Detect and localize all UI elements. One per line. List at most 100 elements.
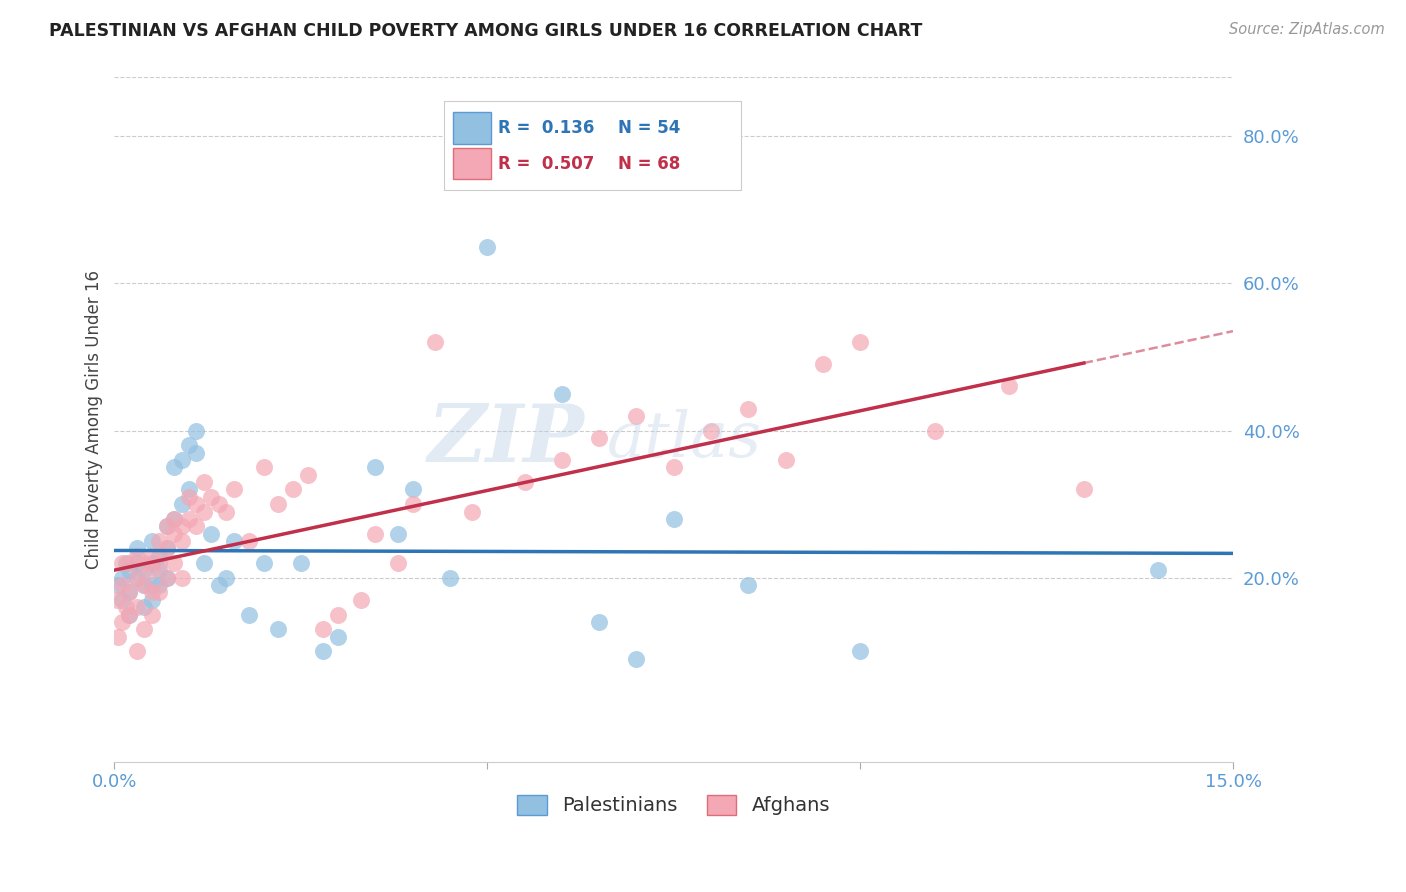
Point [349,592,371,607]
Point [148,578,170,592]
Point [252,556,274,570]
Point [238,607,260,622]
Point [134,600,156,615]
Point [177,483,200,497]
Point [177,512,200,526]
Point [163,460,186,475]
Point [312,622,335,636]
Point [297,467,319,482]
Point [208,497,231,511]
FancyBboxPatch shape [453,112,491,144]
Point [134,578,156,592]
Point [222,483,245,497]
Point [118,556,141,570]
Point [105,592,128,607]
Point [134,556,156,570]
Text: ZIP: ZIP [427,401,585,479]
Point [163,512,186,526]
Text: PALESTINIAN VS AFGHAN CHILD POVERTY AMONG GIRLS UNDER 16 CORRELATION CHART: PALESTINIAN VS AFGHAN CHILD POVERTY AMON… [49,22,922,40]
Point [364,460,387,475]
Y-axis label: Child Poverty Among Girls Under 16: Child Poverty Among Girls Under 16 [86,270,103,569]
Point [238,533,260,548]
Point [775,453,797,467]
Point [134,622,156,636]
Point [177,490,200,504]
Point [107,630,129,644]
Point [170,453,193,467]
Point [156,519,179,533]
Point [156,519,179,533]
Point [662,512,685,526]
Text: R =  0.507: R = 0.507 [498,154,595,173]
Point [737,401,759,416]
Point [1073,483,1095,497]
Point [118,607,141,622]
Point [700,424,723,438]
Point [215,504,238,518]
Point [998,379,1021,393]
Point [200,490,222,504]
Point [215,571,238,585]
Point [267,497,290,511]
Point [1147,563,1170,577]
Point [141,607,163,622]
Text: Source: ZipAtlas.com: Source: ZipAtlas.com [1229,22,1385,37]
Point [402,497,425,511]
Point [111,556,134,570]
Point [387,526,409,541]
Text: N = 68: N = 68 [617,154,681,173]
FancyBboxPatch shape [453,148,491,179]
Point [118,563,141,577]
Point [461,504,484,518]
Point [312,644,335,658]
FancyBboxPatch shape [444,102,741,190]
Point [141,592,163,607]
Point [107,578,129,592]
Point [849,335,872,350]
Point [141,556,163,570]
Point [737,578,759,592]
Point [193,504,215,518]
Point [134,563,156,577]
Point [439,571,461,585]
Point [551,453,574,467]
Point [626,651,648,665]
Point [148,563,170,577]
Point [125,571,148,585]
Point [364,526,387,541]
Point [402,483,425,497]
Point [111,571,134,585]
Point [111,578,134,592]
Point [186,497,208,511]
Point [513,475,536,489]
Text: atlas: atlas [606,409,762,471]
Point [193,475,215,489]
Point [924,424,946,438]
Point [186,519,208,533]
Point [156,571,179,585]
Point [200,526,222,541]
Point [811,357,834,371]
Point [163,512,186,526]
Point [111,592,134,607]
Point [141,533,163,548]
Point [118,585,141,599]
Point [170,497,193,511]
Point [849,644,872,658]
Point [326,607,349,622]
Point [588,431,610,445]
Text: R =  0.136: R = 0.136 [498,119,595,137]
Point [326,630,349,644]
Point [170,519,193,533]
Point [163,556,186,570]
Point [125,549,148,563]
Point [148,549,170,563]
Point [170,571,193,585]
Point [125,571,148,585]
Point [134,578,156,592]
Point [551,386,574,401]
Point [186,424,208,438]
Point [222,533,245,548]
Point [125,644,148,658]
Point [114,600,136,615]
